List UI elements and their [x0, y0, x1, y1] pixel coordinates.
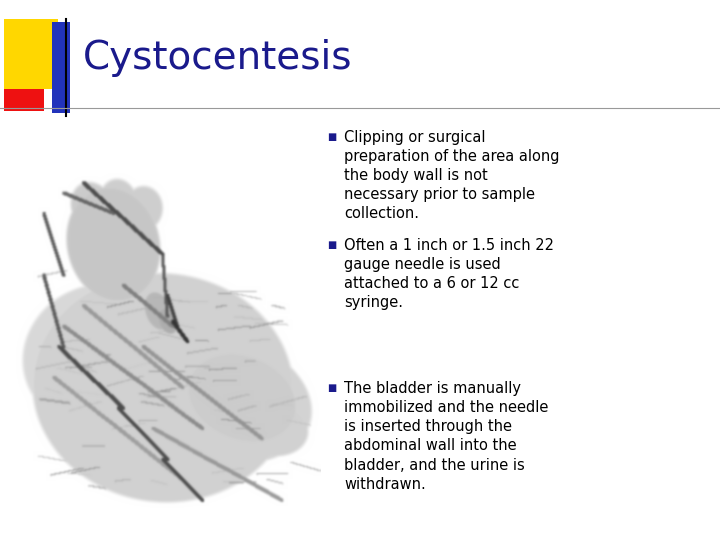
FancyBboxPatch shape	[4, 73, 44, 111]
Text: ■: ■	[328, 132, 337, 143]
Text: Clipping or surgical
preparation of the area along
the body wall is not
necessar: Clipping or surgical preparation of the …	[344, 130, 559, 221]
Text: ■: ■	[328, 383, 337, 394]
Text: The bladder is manually
immobilized and the needle
is inserted through the
abdom: The bladder is manually immobilized and …	[344, 381, 549, 492]
FancyBboxPatch shape	[4, 19, 58, 89]
FancyBboxPatch shape	[52, 22, 70, 113]
Text: ■: ■	[328, 240, 337, 251]
Text: Cystocentesis: Cystocentesis	[83, 39, 352, 77]
Text: Often a 1 inch or 1.5 inch 22
gauge needle is used
attached to a 6 or 12 cc
syri: Often a 1 inch or 1.5 inch 22 gauge need…	[344, 238, 554, 310]
